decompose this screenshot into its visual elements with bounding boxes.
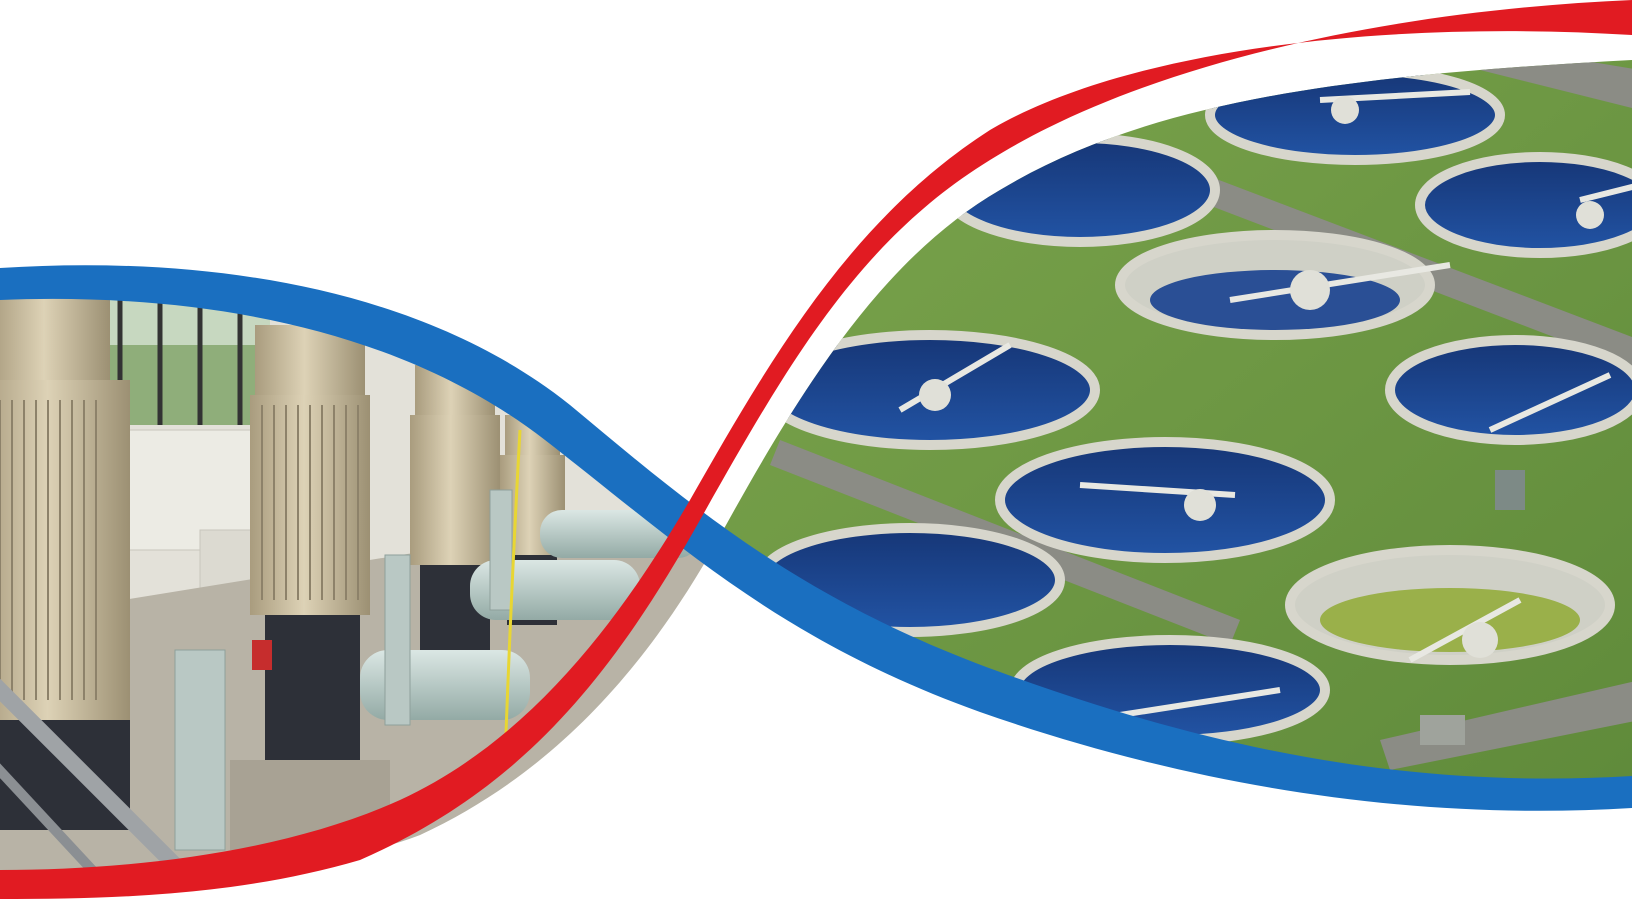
pump-room-photo xyxy=(0,278,715,880)
wastewater-plant-photo xyxy=(715,60,1632,794)
